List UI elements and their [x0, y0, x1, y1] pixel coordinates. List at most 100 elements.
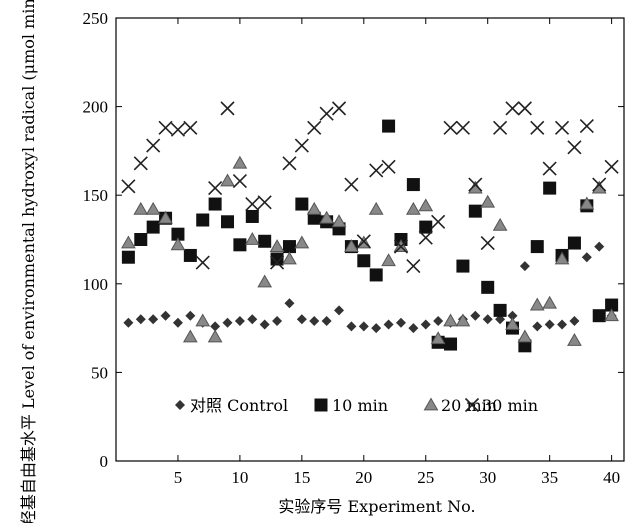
point-cross [369, 163, 384, 178]
point-diamond [358, 321, 369, 332]
legend-label: 30 min [482, 396, 538, 415]
point-cross [282, 156, 297, 171]
point-cross [554, 120, 570, 135]
point-cross [158, 120, 173, 135]
point-square [245, 209, 259, 223]
point-cross [170, 122, 186, 137]
legend-label: 10 min [332, 396, 388, 415]
y-tick-label: 250 [83, 9, 109, 28]
point-diamond [135, 314, 146, 325]
point-square [543, 181, 557, 195]
point-triangle [418, 198, 434, 212]
point-cross [455, 120, 470, 135]
point-cross [431, 214, 446, 229]
point-triangle [579, 196, 595, 210]
point-diamond [284, 298, 295, 309]
plot-frame [115, 17, 625, 462]
point-diamond [321, 316, 332, 327]
point-triangle [282, 251, 297, 265]
y-axis-title: 羟基自由基水平 Level of environmental hydroxyl … [18, 0, 38, 523]
point-diamond [433, 316, 444, 327]
x-tick-label: 10 [231, 468, 248, 487]
point-diamond [234, 316, 245, 327]
x-tick-label: 15 [293, 468, 310, 487]
point-cross [208, 181, 223, 196]
point-triangle [467, 180, 483, 194]
point-square [183, 248, 197, 262]
point-triangle [344, 239, 359, 252]
point-square [456, 259, 470, 273]
point-square [481, 280, 495, 294]
point-triangle [368, 201, 384, 215]
x-tick-label: 35 [541, 468, 558, 487]
y-axis-ticks: 0 50 100 150 200 250 [83, 9, 624, 471]
x-tick-label: 25 [417, 468, 434, 487]
point-diamond [222, 317, 233, 328]
legend-marker-diamond [175, 400, 185, 410]
point-cross [418, 230, 433, 245]
point-square [121, 250, 135, 264]
point-triangle [170, 237, 186, 251]
y-tick-label: 100 [83, 275, 109, 294]
point-triangle [529, 297, 545, 311]
point-cross [245, 196, 260, 212]
point-cross [406, 259, 421, 274]
point-triangle [257, 274, 273, 288]
point-cross [294, 138, 309, 153]
point-square [369, 268, 383, 282]
point-triangle [567, 332, 582, 346]
point-square [493, 303, 507, 317]
x-axis-ticks: 5 10 15 20 25 30 35 40 [174, 18, 620, 487]
point-triangle [517, 329, 533, 343]
point-triangle [121, 235, 136, 249]
point-triangle [158, 210, 173, 224]
point-diamond [581, 252, 592, 263]
y-axis-title-main: 羟基自由基水平 Level of environmental hydroxyl … [19, 0, 38, 523]
y-tick-label: 0 [100, 452, 109, 471]
x-tick-label: 40 [603, 468, 620, 487]
point-triangle [294, 235, 310, 249]
point-cross [356, 234, 371, 249]
series-cross [121, 101, 619, 274]
point-diamond [334, 305, 345, 316]
point-square [258, 234, 272, 248]
point-cross [319, 106, 334, 121]
x-axis-title: 实验序号 Experiment No. [278, 497, 475, 516]
point-triangle [443, 313, 458, 327]
point-diamond [395, 317, 406, 328]
legend-label: 对照 Control [190, 396, 288, 415]
point-triangle [480, 194, 496, 208]
point-square [518, 339, 532, 353]
legend-label: 20 min [441, 396, 497, 415]
point-diamond [346, 321, 357, 332]
point-diamond [532, 321, 543, 332]
point-square [196, 213, 210, 227]
point-diamond [272, 316, 283, 327]
point-cross [604, 159, 619, 174]
point-cross [133, 156, 148, 171]
point-cross [542, 161, 557, 176]
point-triangle [145, 201, 161, 215]
point-square [282, 240, 296, 254]
legend-marker-triangle [423, 397, 439, 411]
y-tick-label: 200 [83, 98, 109, 117]
point-cross [579, 119, 594, 134]
point-cross [307, 120, 322, 135]
point-cross [146, 138, 161, 153]
point-square [567, 236, 581, 250]
point-square [592, 309, 606, 323]
point-cross [331, 101, 347, 116]
point-diamond [507, 310, 518, 321]
data-points [121, 101, 619, 353]
point-cross [468, 177, 483, 192]
point-triangle [306, 201, 322, 215]
point-triangle [554, 251, 570, 265]
point-diamond [482, 314, 493, 325]
point-square [382, 119, 396, 133]
point-triangle [269, 239, 285, 252]
point-square [605, 298, 619, 312]
point-diamond [594, 241, 605, 252]
point-cross [567, 140, 582, 155]
